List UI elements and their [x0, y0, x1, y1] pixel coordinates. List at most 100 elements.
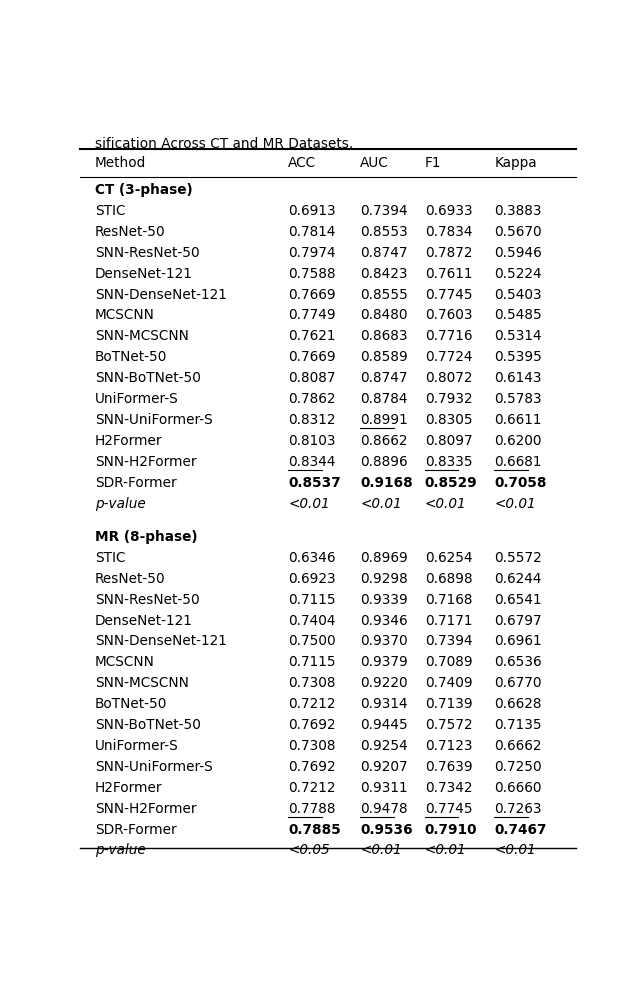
Text: 0.7115: 0.7115 [288, 655, 336, 669]
Text: p-value: p-value [95, 496, 146, 510]
Text: ResNet-50: ResNet-50 [95, 571, 166, 585]
Text: 0.7212: 0.7212 [288, 780, 336, 794]
Text: Method: Method [95, 156, 146, 171]
Text: H2Former: H2Former [95, 434, 163, 448]
Text: F1: F1 [425, 156, 441, 171]
Text: ACC: ACC [288, 156, 316, 171]
Text: 0.8103: 0.8103 [288, 434, 336, 448]
Text: 0.7115: 0.7115 [288, 592, 336, 606]
Text: 0.8529: 0.8529 [425, 475, 477, 489]
Text: 0.5572: 0.5572 [494, 550, 542, 564]
Text: 0.6541: 0.6541 [494, 592, 542, 606]
Text: <0.01: <0.01 [494, 843, 536, 857]
Text: SNN-H2Former: SNN-H2Former [95, 455, 196, 468]
Text: 0.5783: 0.5783 [494, 391, 542, 405]
Text: 0.7603: 0.7603 [425, 308, 472, 322]
Text: 0.8555: 0.8555 [360, 287, 408, 302]
Text: 0.6961: 0.6961 [494, 634, 542, 648]
Text: 0.5946: 0.5946 [494, 246, 542, 259]
Text: 0.6770: 0.6770 [494, 675, 541, 689]
Text: SNN-UniFormer-S: SNN-UniFormer-S [95, 759, 212, 773]
Text: 0.8480: 0.8480 [360, 308, 408, 322]
Text: 0.7308: 0.7308 [288, 675, 336, 689]
Text: 0.9207: 0.9207 [360, 759, 408, 773]
Text: 0.7171: 0.7171 [425, 613, 472, 627]
Text: 0.8335: 0.8335 [425, 455, 472, 468]
Text: 0.9478: 0.9478 [360, 801, 408, 814]
Text: DenseNet-121: DenseNet-121 [95, 613, 193, 627]
Text: AUC: AUC [360, 156, 389, 171]
Text: 0.8087: 0.8087 [288, 371, 336, 385]
Text: 0.7788: 0.7788 [288, 801, 336, 814]
Text: H2Former: H2Former [95, 780, 163, 794]
Text: 0.7263: 0.7263 [494, 801, 541, 814]
Text: 0.5485: 0.5485 [494, 308, 542, 322]
Text: 0.7669: 0.7669 [288, 350, 336, 364]
Text: 0.6933: 0.6933 [425, 204, 472, 218]
Text: SDR-Former: SDR-Former [95, 475, 177, 489]
Text: STIC: STIC [95, 204, 125, 218]
Text: 0.7621: 0.7621 [288, 329, 336, 343]
Text: 0.7885: 0.7885 [288, 821, 341, 836]
Text: 0.8305: 0.8305 [425, 412, 472, 427]
Text: <0.01: <0.01 [288, 496, 330, 510]
Text: 0.7716: 0.7716 [425, 329, 472, 343]
Text: 0.7394: 0.7394 [360, 204, 408, 218]
Text: 0.7135: 0.7135 [494, 718, 542, 732]
Text: <0.01: <0.01 [360, 496, 402, 510]
Text: ResNet-50: ResNet-50 [95, 225, 166, 239]
Text: 0.7974: 0.7974 [288, 246, 336, 259]
Text: 0.8072: 0.8072 [425, 371, 472, 385]
Text: 0.5670: 0.5670 [494, 225, 542, 239]
Text: BoTNet-50: BoTNet-50 [95, 350, 167, 364]
Text: 0.7814: 0.7814 [288, 225, 336, 239]
Text: 0.7749: 0.7749 [288, 308, 336, 322]
Text: SNN-MCSCNN: SNN-MCSCNN [95, 329, 189, 343]
Text: 0.9220: 0.9220 [360, 675, 408, 689]
Text: 0.8312: 0.8312 [288, 412, 336, 427]
Text: 0.7168: 0.7168 [425, 592, 472, 606]
Text: UniFormer-S: UniFormer-S [95, 391, 179, 405]
Text: 0.6913: 0.6913 [288, 204, 336, 218]
Text: 0.7250: 0.7250 [494, 759, 542, 773]
Text: SNN-ResNet-50: SNN-ResNet-50 [95, 592, 200, 606]
Text: SNN-BoTNet-50: SNN-BoTNet-50 [95, 718, 201, 732]
Text: 0.6681: 0.6681 [494, 455, 541, 468]
Text: 0.8969: 0.8969 [360, 550, 408, 564]
Text: 0.7394: 0.7394 [425, 634, 472, 648]
Text: <0.05: <0.05 [288, 843, 330, 857]
Text: 0.6611: 0.6611 [494, 412, 541, 427]
Text: SNN-UniFormer-S: SNN-UniFormer-S [95, 412, 212, 427]
Text: 0.8537: 0.8537 [288, 475, 341, 489]
Text: 0.8896: 0.8896 [360, 455, 408, 468]
Text: MR (8-phase): MR (8-phase) [95, 529, 197, 543]
Text: 0.6200: 0.6200 [494, 434, 541, 448]
Text: 0.7692: 0.7692 [288, 759, 336, 773]
Text: 0.7724: 0.7724 [425, 350, 472, 364]
Text: <0.01: <0.01 [425, 843, 467, 857]
Text: <0.01: <0.01 [425, 496, 467, 510]
Text: 0.8747: 0.8747 [360, 246, 408, 259]
Text: 0.7588: 0.7588 [288, 266, 336, 280]
Text: 0.8747: 0.8747 [360, 371, 408, 385]
Text: 0.7342: 0.7342 [425, 780, 472, 794]
Text: 0.7212: 0.7212 [288, 696, 336, 711]
Text: 0.3883: 0.3883 [494, 204, 541, 218]
Text: 0.7862: 0.7862 [288, 391, 336, 405]
Text: SNN-MCSCNN: SNN-MCSCNN [95, 675, 189, 689]
Text: p-value: p-value [95, 843, 146, 857]
Text: MCSCNN: MCSCNN [95, 655, 155, 669]
Text: 0.7932: 0.7932 [425, 391, 472, 405]
Text: 0.8991: 0.8991 [360, 412, 408, 427]
Text: 0.6628: 0.6628 [494, 696, 541, 711]
Text: 0.9339: 0.9339 [360, 592, 408, 606]
Text: 0.7089: 0.7089 [425, 655, 472, 669]
Text: 0.7123: 0.7123 [425, 739, 472, 752]
Text: 0.5395: 0.5395 [494, 350, 542, 364]
Text: 0.9298: 0.9298 [360, 571, 408, 585]
Text: SNN-DenseNet-121: SNN-DenseNet-121 [95, 634, 227, 648]
Text: 0.7745: 0.7745 [425, 801, 472, 814]
Text: 0.5224: 0.5224 [494, 266, 542, 280]
Text: 0.9168: 0.9168 [360, 475, 413, 489]
Text: 0.9445: 0.9445 [360, 718, 408, 732]
